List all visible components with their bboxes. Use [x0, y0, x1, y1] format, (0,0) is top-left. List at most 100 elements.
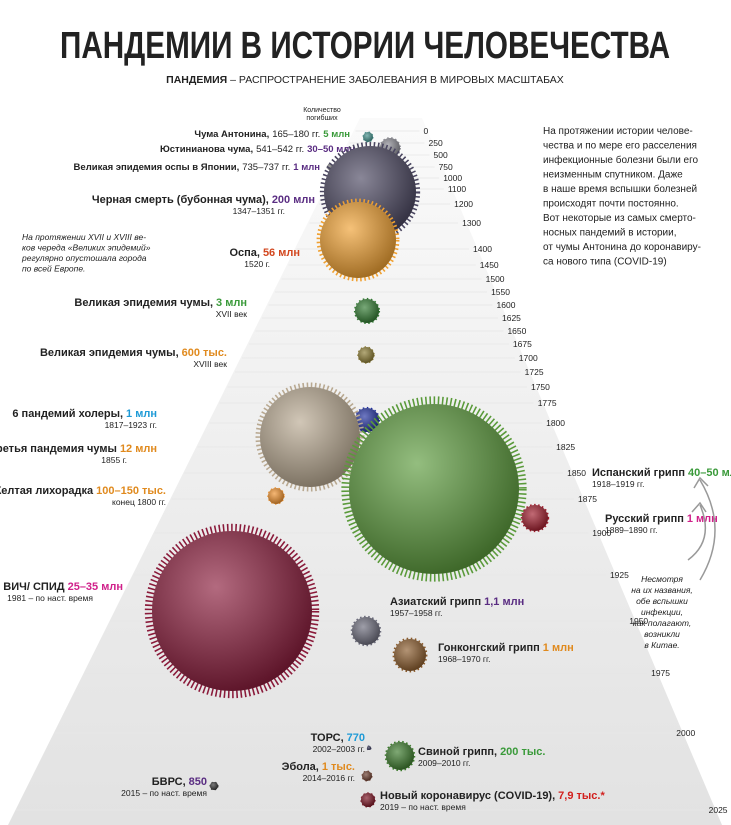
pandemic-name: Великая эпидемия чумы, [40, 347, 179, 359]
note-line: возникли [644, 629, 680, 639]
note-line: неизменным спутником. Даже [543, 170, 683, 181]
pandemic-deaths: 30–50 млн [307, 144, 355, 155]
pandemic-name: Третья пандемия чумы [0, 443, 117, 455]
note-line: носных пандемий в истории, [543, 228, 677, 239]
pandemic-period: 1520 г. [244, 259, 270, 269]
pandemic-name: Эбола, [282, 761, 319, 773]
pandemic-deaths: 7,9 тыс.* [558, 790, 605, 802]
pandemic-deaths: 1,1 млн [484, 596, 524, 608]
subtitle-term: ПАНДЕМИЯ [166, 74, 227, 86]
pandemic-period: 1347–1351 гг. [233, 206, 285, 216]
note-line: ков череда «Великих эпидемий» [22, 243, 151, 253]
virus-shade [349, 404, 519, 574]
pandemic-deaths: 770 [347, 732, 365, 744]
pandemic-deaths: 56 млн [263, 247, 300, 259]
virus-shade [355, 299, 379, 323]
year-label: 250 [429, 138, 443, 148]
pandemic-period: XVIII век [193, 359, 227, 369]
year-label: 1550 [491, 287, 510, 297]
note-line: по всей Европе. [22, 264, 85, 274]
subtitle: ПАНДЕМИЯ – РАСПРОСТРАНЕНИЕ ЗАБОЛЕВАНИЯ В… [166, 74, 564, 86]
note: На протяжении XVII и XVIII ве-ков череда… [21, 232, 151, 274]
axis-label-line: погибших [306, 114, 338, 122]
pandemic-name: Великая эпидемия оспы в Японии, [74, 162, 240, 173]
pandemic-label: Желтая лихорадка 100–150 тыс. [0, 485, 166, 497]
pandemic-period: 2009–2010 гг. [418, 758, 470, 768]
pandemic-label: БВРС, 850 [152, 776, 207, 788]
axis-label: Количество погибших [303, 107, 341, 122]
pandemic-label: Великая эпидемия чумы, 3 млн [74, 297, 247, 309]
pandemic-label: Чума Антонина, 165–180 гг. 5 млн [194, 129, 350, 140]
note-line: са нового типа (COVID-19) [543, 257, 667, 268]
note-line: регулярно опустошала города [21, 253, 147, 263]
year-label: 1200 [454, 199, 473, 209]
pandemic-name: ТОРС, [311, 732, 344, 744]
pandemic-name: Юстинианова чума, [160, 144, 253, 155]
virus-shade [268, 488, 284, 504]
pandemic-deaths: 40–50 млн [688, 467, 731, 479]
pandemic-period: 165–180 гг. [272, 129, 320, 140]
pandemic-deaths: 1 млн [126, 408, 157, 420]
pandemic-name: 6 пандемий холеры, [12, 408, 123, 420]
pandemic-name: Чума Антонина, [194, 129, 269, 140]
pandemic-name: БВРС, [152, 776, 186, 788]
pandemic-name: Желтая лихорадка [0, 485, 94, 497]
year-label: 1450 [480, 260, 499, 270]
year-label: 1950 [629, 616, 648, 626]
pandemic-label: Оспа, 56 млн [229, 247, 300, 259]
subtitle-text: – РАСПРОСТРАНЕНИЕ ЗАБОЛЕВАНИЯ В МИРОВЫХ … [230, 74, 564, 86]
year-label: 1900 [592, 528, 611, 538]
year-label: 1700 [519, 353, 538, 363]
pandemic-deaths: 200 тыс. [500, 746, 545, 758]
note: Несмотря на их названия, обе вспышки инфекц… [631, 574, 693, 650]
year-label: 1100 [448, 184, 467, 194]
pandemic-label: Третья пандемия чумы 12 млн [0, 443, 157, 455]
year-label: 1500 [486, 274, 505, 284]
pandemic-label: 6 пандемий холеры, 1 млн [12, 408, 157, 420]
pandemic-label: Великая эпидемия чумы, 600 тыс. [40, 347, 227, 359]
virus-shade [355, 408, 379, 432]
virus-shade [361, 793, 375, 807]
year-label: 1400 [473, 244, 492, 254]
virus-shade [363, 132, 373, 142]
virus-shade [358, 347, 374, 363]
pandemic-period: 735–737 гг. [242, 162, 290, 173]
virus-shade [152, 531, 312, 691]
pandemic-label: ТОРС, 770 [311, 732, 365, 744]
pandemic-period: 2015 – по наст. время [121, 788, 207, 798]
pandemic-label: Русский грипп 1 млн [605, 513, 718, 525]
pandemic-label: Свиной грипп, 200 тыс. [418, 746, 545, 758]
note-line: Несмотря [641, 574, 683, 584]
note-line: инфекционные болезни были его [543, 154, 699, 166]
virus-shade [260, 387, 360, 487]
pandemic-label: Азиатский грипп 1,1 млн [390, 596, 524, 608]
virus-shade [367, 746, 371, 750]
pandemic-period: 2019 – по наст. время [380, 802, 466, 812]
pandemic-name: Русский грипп [605, 513, 684, 525]
pandemic-deaths: 1 млн [293, 162, 320, 173]
title: ПАНДЕМИИ В ИСТОРИИ ЧЕЛОВЕЧЕСТВА [60, 25, 670, 67]
year-label: 1625 [502, 313, 521, 323]
pandemic-deaths: 12 млн [120, 443, 157, 455]
note-line: на их названия, [631, 585, 693, 595]
year-label: 1925 [610, 570, 629, 580]
year-label: 1725 [525, 367, 544, 377]
note: На протяжении истории челове-чества и по… [543, 126, 701, 268]
note-line: На протяжении XVII и XVIII ве- [22, 232, 146, 242]
pandemic-label: Новый коронавирус (COVID-19), 7,9 тыс.* [380, 790, 605, 802]
pandemic-deaths: 850 [189, 776, 207, 788]
pandemic-name: Оспа, [229, 247, 260, 259]
pandemic-period: 1855 г. [101, 455, 127, 465]
pandemic-name: Азиатский грипп [390, 596, 481, 608]
pandemic-name: Новый коронавирус (COVID-19), [380, 790, 555, 802]
year-label: 1975 [651, 668, 670, 678]
arrow [693, 476, 716, 581]
note-line: происходят почти постоянно. [543, 199, 679, 210]
virus-shade [522, 505, 548, 531]
virus-shade [386, 742, 414, 770]
pandemic-period: 1981 – по наст. время [7, 593, 93, 603]
virus-shade [320, 202, 396, 278]
pandemic-label: Великая эпидемия оспы в Японии, 735–737 г… [74, 162, 321, 173]
